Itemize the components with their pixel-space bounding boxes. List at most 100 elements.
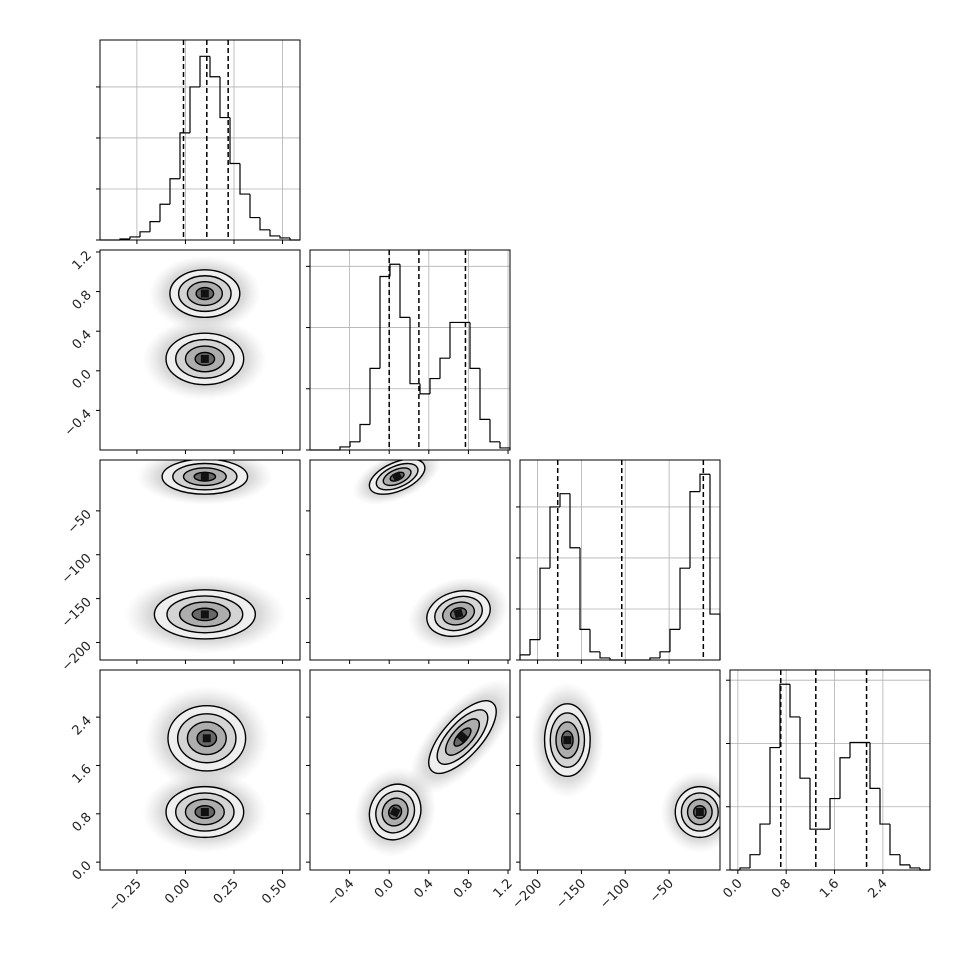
histogram-step [379,275,390,369]
histogram-step [259,217,270,231]
density-peak [563,736,572,745]
x-tick-label: −100 [597,876,633,912]
density-panel [353,679,510,857]
histogram-step [359,423,370,442]
histogram-step [599,651,610,659]
histogram-step [419,383,430,395]
panel-frame [99,669,301,871]
histogram-step [429,377,440,394]
y-tick-label: 0.4 [70,327,95,352]
histogram-step [779,683,790,748]
x-tick-label: 0.0 [720,876,745,901]
x-tick-label: 1.6 [817,876,842,901]
histogram-step [589,629,600,653]
histogram-step [809,778,820,830]
histogram-step [139,231,150,237]
y-tick-label: 0.8 [70,288,95,313]
histogram-step [799,716,810,779]
histogram-step [239,163,250,195]
density-peak [200,472,209,481]
density-peak [389,806,401,818]
histogram-step [869,742,880,789]
histogram-panel [96,39,301,241]
histogram-step [159,203,170,222]
histogram-step [199,55,210,87]
histogram-step [889,824,900,856]
x-tick-label: 0.4 [411,876,436,901]
histogram-step [769,746,780,825]
panel-frame [99,39,301,241]
histogram-step [699,473,710,492]
y-tick-label: −100 [59,551,95,587]
y-tick-label: 0.0 [70,858,95,883]
histogram-step [209,56,220,78]
histogram-step [549,506,560,569]
x-tick-label: 0.25 [211,876,242,907]
x-tick-label: 0.50 [259,876,290,907]
x-tick-label: −200 [510,876,546,912]
histogram-step [849,741,860,758]
panel-frame [309,459,511,661]
y-tick-label: −0.4 [62,407,95,440]
y-tick-label: 0.8 [70,810,95,835]
histogram-step [479,368,490,420]
x-tick-label: −0.25 [106,876,145,915]
histogram-step [149,221,160,232]
panel-frame [99,249,301,451]
histogram-step [249,194,260,219]
x-tick-label: 0.00 [162,876,193,907]
y-tick-label: 2.4 [70,713,95,738]
histogram-step [469,322,480,369]
histogram-step [349,441,360,447]
histogram-step [339,446,350,450]
histogram-step [529,638,540,655]
histogram-step [489,419,500,443]
density-peak [200,354,209,363]
density-panel [142,686,269,853]
histogram-step [759,823,770,855]
histogram-step [389,263,400,277]
histogram-step [579,547,590,630]
histogram-step [539,567,550,640]
histogram-step [439,357,450,379]
histogram-step [369,367,380,425]
histogram-panel [516,459,721,661]
density-panel [124,460,286,654]
y-tick-label: 1.2 [70,248,95,273]
histogram-step [839,757,850,799]
density-peak [202,734,211,743]
panel-frame [519,669,721,871]
y-tick-label: −200 [59,639,95,675]
histogram-step [829,797,840,830]
panel-frame [309,249,511,451]
panel-frame [99,459,301,661]
x-tick-label: −150 [553,876,589,912]
histogram-step [749,854,760,868]
histogram-step [689,491,700,569]
histogram-step [229,117,240,165]
density-peak [453,608,464,619]
density-panel [530,682,720,853]
histogram-step [659,651,670,658]
histogram-step [669,628,680,652]
histogram-step [269,229,280,237]
histogram-step [179,132,190,179]
histogram-step [679,567,690,630]
histogram-step [569,493,580,549]
x-tick-label: 0.8 [451,876,476,901]
histogram-step [789,684,800,718]
histogram-step [899,854,910,866]
histogram-step [499,441,511,450]
histogram-step [409,317,420,385]
density-peak [695,807,704,816]
density-peak [200,289,209,298]
x-tick-label: 2.4 [865,876,890,901]
histogram-step [189,86,200,133]
histogram-step [879,788,890,825]
panel-frame [519,459,721,661]
histogram-step [399,264,410,318]
x-tick-label: −0.4 [324,876,357,909]
histogram-step [519,654,530,660]
density-panel [142,255,267,401]
